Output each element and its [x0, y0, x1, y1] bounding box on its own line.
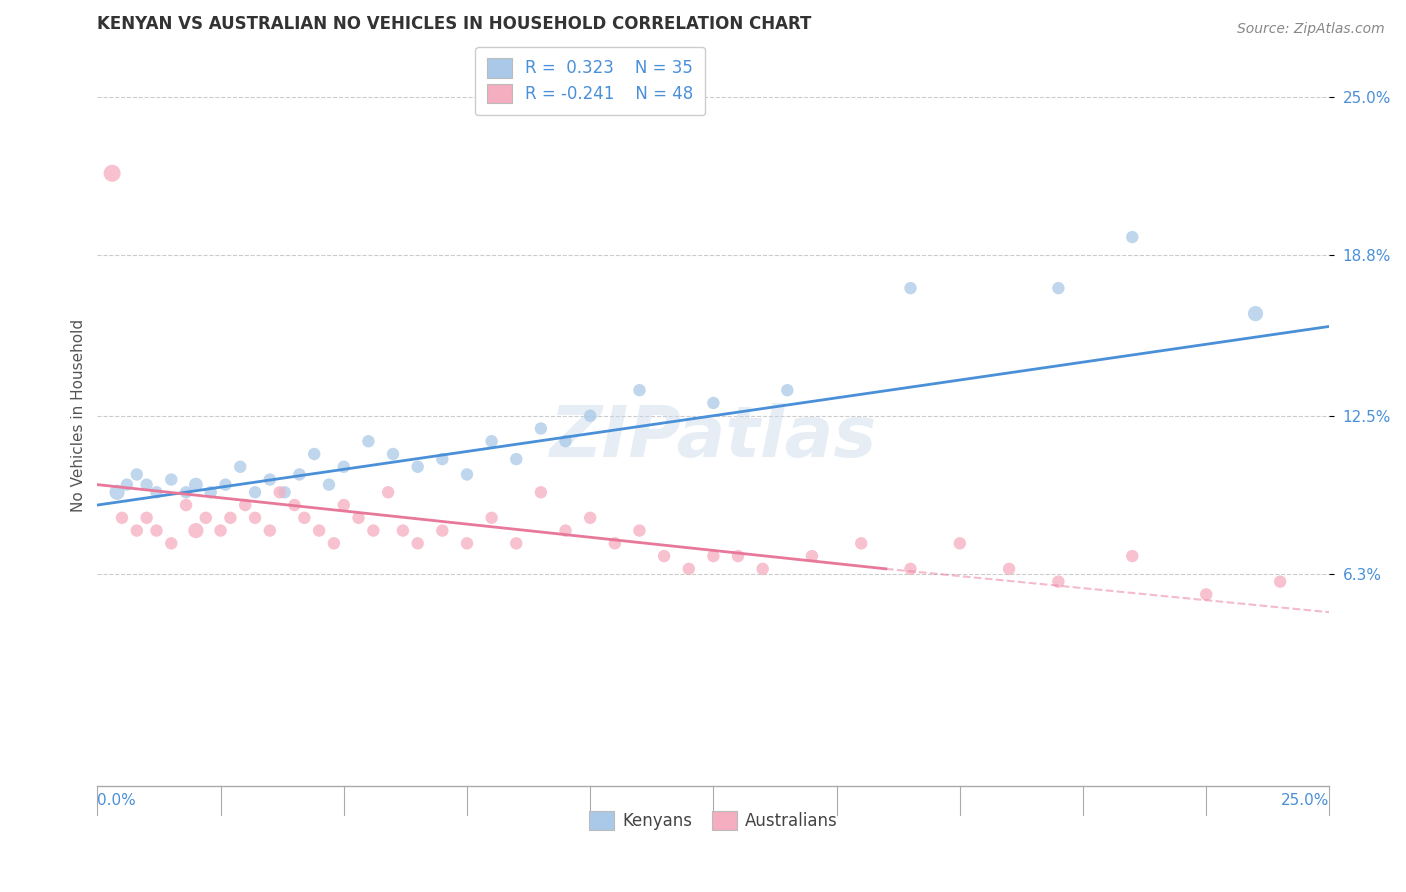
- Point: [505, 452, 527, 467]
- Point: [174, 498, 197, 512]
- Point: [900, 562, 922, 576]
- Point: [751, 562, 773, 576]
- Point: [357, 434, 380, 449]
- Point: [1047, 281, 1070, 295]
- Point: [105, 485, 128, 500]
- Point: [554, 524, 576, 538]
- Point: [678, 562, 700, 576]
- Point: [579, 409, 602, 423]
- Point: [125, 467, 148, 482]
- Point: [160, 536, 183, 550]
- Point: [125, 524, 148, 538]
- Text: 0.0%: 0.0%: [97, 794, 136, 808]
- Text: ZIPatlas: ZIPatlas: [550, 403, 877, 473]
- Point: [283, 498, 305, 512]
- Point: [900, 281, 922, 295]
- Point: [229, 459, 252, 474]
- Point: [702, 396, 724, 410]
- Point: [214, 477, 236, 491]
- Point: [273, 485, 295, 500]
- Legend: Kenyans, Australians: Kenyans, Australians: [582, 804, 845, 837]
- Point: [259, 524, 281, 538]
- Point: [432, 524, 454, 538]
- Text: 25.0%: 25.0%: [1281, 794, 1330, 808]
- Point: [322, 536, 344, 550]
- Point: [406, 536, 429, 550]
- Point: [292, 511, 315, 525]
- Point: [209, 524, 232, 538]
- Point: [115, 477, 138, 491]
- Point: [243, 511, 266, 525]
- Point: [243, 485, 266, 500]
- Point: [347, 511, 370, 525]
- Point: [1121, 230, 1143, 244]
- Point: [998, 562, 1021, 576]
- Point: [101, 166, 124, 180]
- Point: [456, 467, 478, 482]
- Point: [382, 447, 405, 461]
- Point: [160, 473, 183, 487]
- Point: [1047, 574, 1070, 589]
- Point: [406, 459, 429, 474]
- Point: [1244, 307, 1267, 321]
- Point: [184, 524, 207, 538]
- Point: [174, 485, 197, 500]
- Point: [194, 511, 217, 525]
- Point: [603, 536, 626, 550]
- Point: [432, 452, 454, 467]
- Point: [456, 536, 478, 550]
- Point: [184, 477, 207, 491]
- Point: [363, 524, 385, 538]
- Point: [652, 549, 675, 563]
- Point: [145, 485, 167, 500]
- Point: [135, 477, 157, 491]
- Point: [200, 485, 222, 500]
- Point: [481, 434, 503, 449]
- Point: [1121, 549, 1143, 563]
- Text: KENYAN VS AUSTRALIAN NO VEHICLES IN HOUSEHOLD CORRELATION CHART: KENYAN VS AUSTRALIAN NO VEHICLES IN HOUS…: [97, 15, 811, 33]
- Point: [259, 473, 281, 487]
- Point: [702, 549, 724, 563]
- Point: [727, 549, 749, 563]
- Point: [302, 447, 325, 461]
- Point: [530, 485, 553, 500]
- Point: [800, 549, 823, 563]
- Point: [233, 498, 256, 512]
- Point: [505, 536, 527, 550]
- Point: [392, 524, 415, 538]
- Point: [288, 467, 311, 482]
- Point: [318, 477, 340, 491]
- Point: [1195, 587, 1218, 601]
- Point: [333, 498, 356, 512]
- Point: [269, 485, 291, 500]
- Point: [111, 511, 134, 525]
- Point: [628, 383, 651, 397]
- Point: [145, 524, 167, 538]
- Point: [554, 434, 576, 449]
- Point: [333, 459, 356, 474]
- Point: [219, 511, 242, 525]
- Text: Source: ZipAtlas.com: Source: ZipAtlas.com: [1237, 22, 1385, 37]
- Point: [851, 536, 873, 550]
- Point: [308, 524, 330, 538]
- Point: [481, 511, 503, 525]
- Point: [579, 511, 602, 525]
- Point: [628, 524, 651, 538]
- Point: [949, 536, 972, 550]
- Point: [1268, 574, 1291, 589]
- Point: [530, 421, 553, 435]
- Point: [776, 383, 799, 397]
- Point: [135, 511, 157, 525]
- Point: [377, 485, 399, 500]
- Y-axis label: No Vehicles in Household: No Vehicles in Household: [72, 319, 86, 512]
